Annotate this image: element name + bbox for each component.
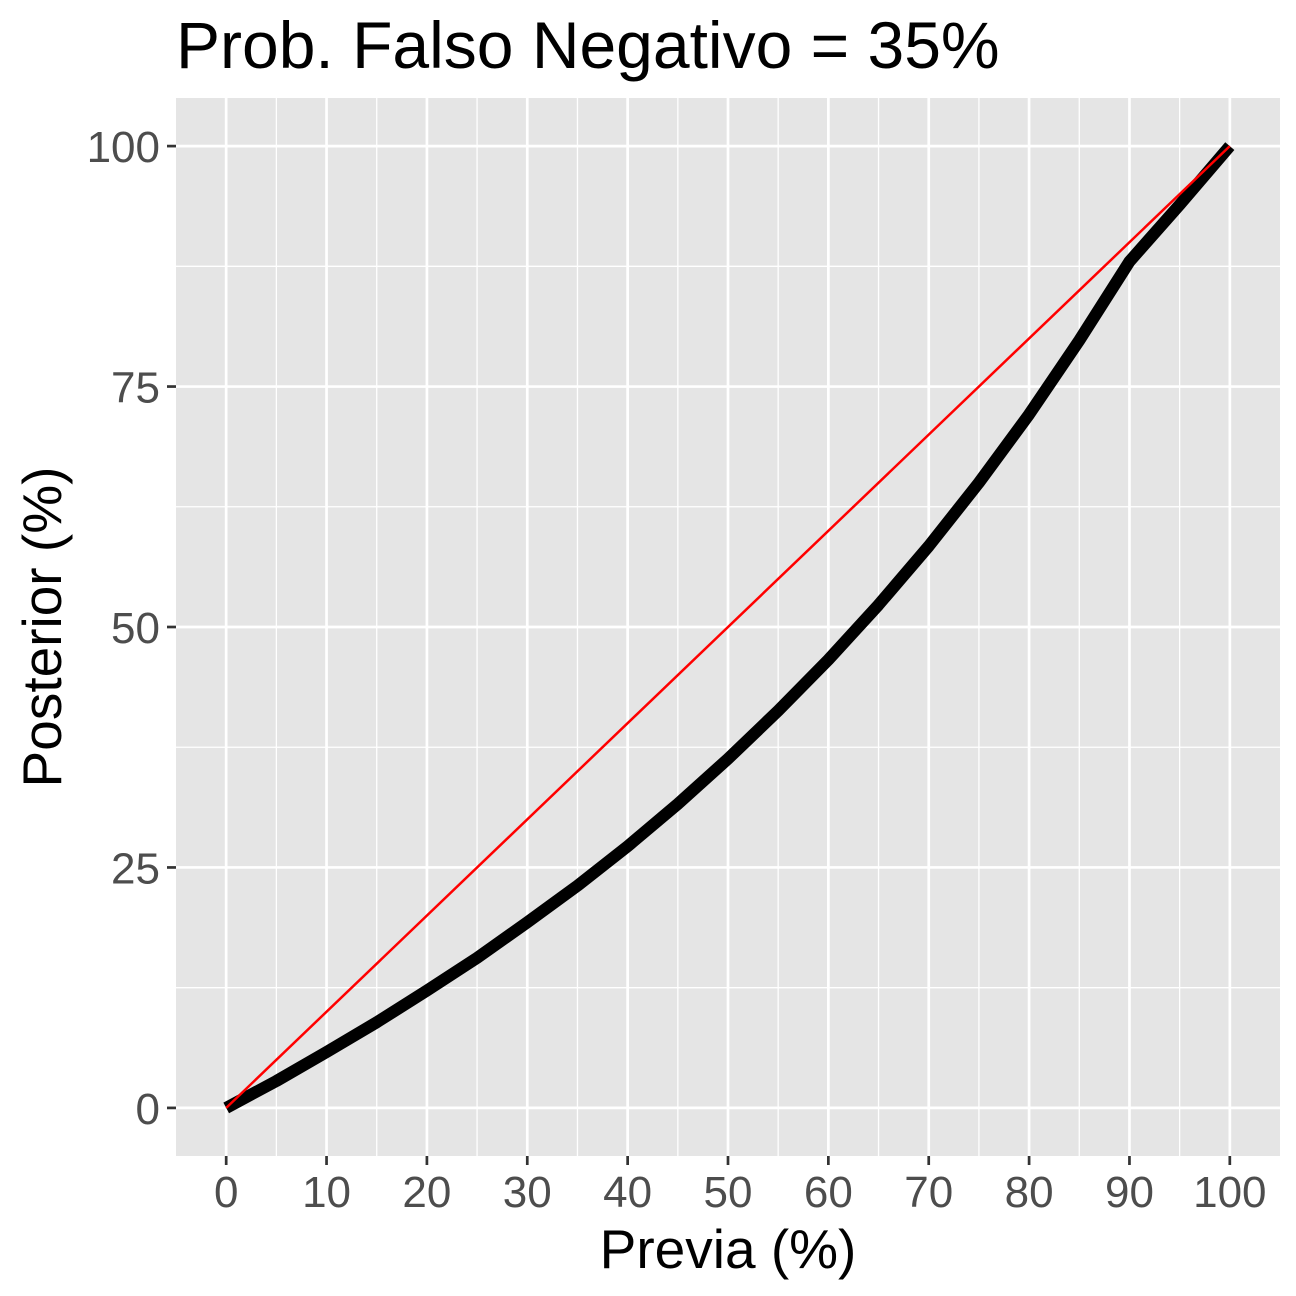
x-axis-title: Previa (%) <box>600 1218 857 1280</box>
chart-title: Prob. Falso Negativo = 35% <box>176 8 1000 82</box>
y-axis: 0 25 50 75 100 <box>87 123 176 1134</box>
x-tick-label: 20 <box>402 1168 451 1217</box>
y-tick-label: 50 <box>111 604 160 653</box>
y-tick-label: 75 <box>111 364 160 413</box>
x-tick-label: 0 <box>214 1168 238 1217</box>
x-tick-label: 60 <box>804 1168 853 1217</box>
x-tick-label: 70 <box>904 1168 953 1217</box>
identity-line <box>225 145 1231 1109</box>
x-tick-label: 10 <box>302 1168 351 1217</box>
series-layer <box>223 142 1235 1114</box>
x-tick-label: 100 <box>1193 1168 1266 1217</box>
x-tick-label: 90 <box>1105 1168 1154 1217</box>
x-tick-label: 50 <box>704 1168 753 1217</box>
posterior-curve <box>223 142 1235 1114</box>
y-tick-label: 25 <box>111 844 160 893</box>
x-tick-label: 30 <box>503 1168 552 1217</box>
x-tick-label: 80 <box>1005 1168 1054 1217</box>
y-tick-label: 100 <box>87 123 160 172</box>
x-axis: 0 10 20 30 40 50 60 70 80 90 100 <box>214 1156 1267 1217</box>
y-axis-title: Posterior (%) <box>11 467 73 788</box>
x-tick-label: 40 <box>603 1168 652 1217</box>
y-tick-label: 0 <box>136 1085 160 1134</box>
